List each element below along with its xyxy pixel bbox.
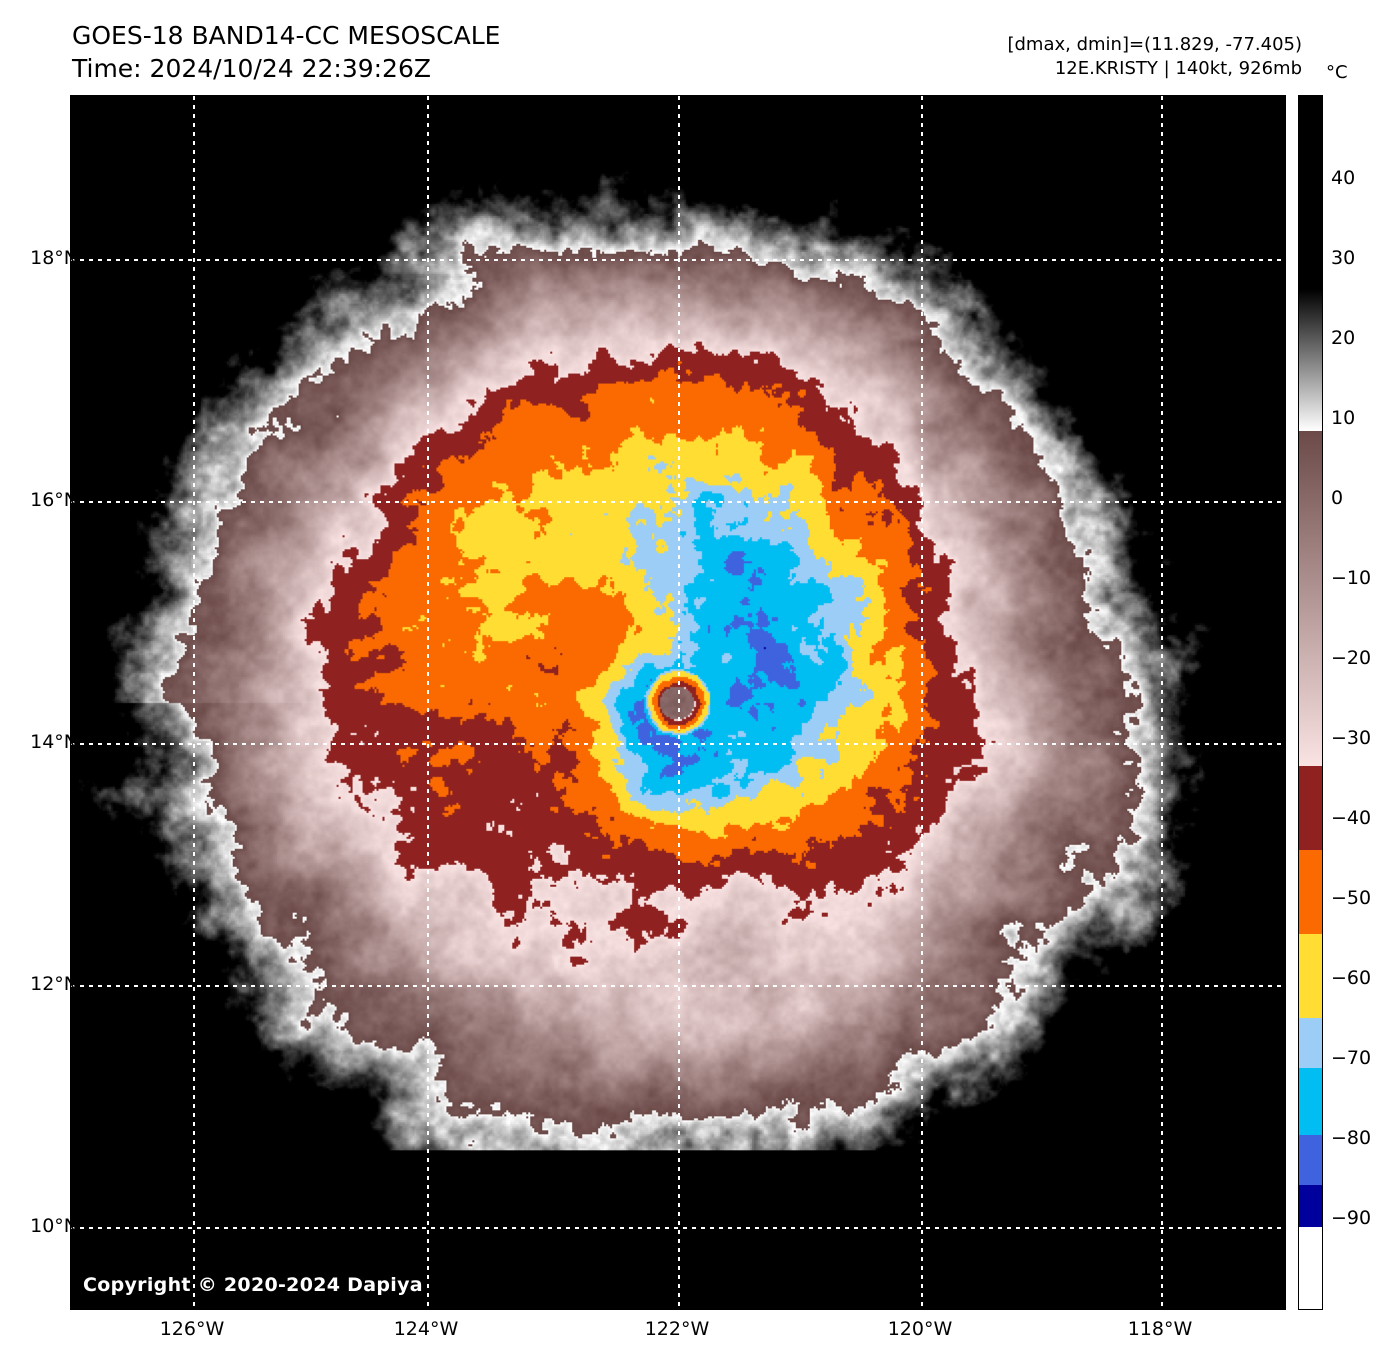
time-label: Time: 2024/10/24 22:39:26Z [72,53,431,83]
dmax-dmin-label: [dmax, dmin]=(11.829, -77.405) [1007,34,1302,55]
colorbar-tick-label-2: 20 [1331,327,1356,349]
colorbar-tick-label-12: −80 [1331,1127,1372,1149]
title-block: GOES-18 BAND14-CC MESOSCALE Time: 2024/1… [72,20,500,85]
colorbar-segment-0 [1299,96,1322,289]
gridline-horizontal-2 [71,743,1285,745]
colorbar-tick-label-8: −40 [1331,807,1372,829]
copyright-label: Copyright © 2020-2024 Dapiya [83,1274,423,1296]
colorbar-segment-8 [1299,1135,1322,1186]
gridline-horizontal-1 [71,501,1285,503]
y-tick-label-2: 14°N [30,731,78,753]
y-tick-label-1: 16°N [30,489,78,511]
colorbar-tick-label-13: −90 [1331,1207,1372,1229]
gridline-vertical-4 [1161,96,1163,1309]
satellite-image-plot[interactable]: Copyright © 2020-2024 Dapiya [70,95,1286,1310]
colorbar-tick-label-11: −70 [1331,1047,1372,1069]
colorbar-segment-7 [1299,1068,1322,1136]
metadata-block: [dmax, dmin]=(11.829, -77.405) 12E.KRIST… [1007,33,1302,82]
colorbar-tick-label-4: 0 [1331,487,1344,509]
gridline-layer [71,96,1285,1309]
colorbar-tick-label-6: −20 [1331,647,1372,669]
colorbar-segment-6 [1299,1017,1322,1068]
gridline-horizontal-3 [71,985,1285,987]
page-title: GOES-18 BAND14-CC MESOSCALE [72,21,501,50]
colorbar-segment-3 [1299,766,1322,851]
gridline-horizontal-0 [71,259,1285,261]
colorbar-tick-label-7: −30 [1331,727,1372,749]
gridline-vertical-0 [193,96,195,1309]
colorbar-segment-2 [1299,431,1322,767]
colorbar-tick-label-0: 40 [1331,167,1356,189]
y-tick-label-0: 18°N [30,247,78,269]
colorbar-segment-10 [1299,1227,1322,1309]
colorbar-tick-label-9: −50 [1331,887,1372,909]
x-tick-label-1: 124°W [393,1318,459,1340]
gridline-vertical-3 [921,96,923,1309]
colorbar-unit-label: °C [1326,62,1348,83]
y-tick-label-3: 12°N [30,973,78,995]
x-tick-label-0: 126°W [159,1318,225,1340]
y-tick-label-4: 10°N [30,1215,78,1237]
colorbar-tick-label-10: −60 [1331,967,1372,989]
gridline-vertical-2 [678,96,680,1309]
colorbar-segment-9 [1299,1185,1322,1228]
colorbar-segment-1 [1299,288,1322,432]
x-tick-label-4: 118°W [1127,1318,1193,1340]
colorbar-tick-label-3: 10 [1331,407,1356,429]
x-tick-label-2: 122°W [644,1318,710,1340]
gridline-vertical-1 [427,96,429,1309]
colorbar-segment-4 [1299,850,1322,934]
colorbar-segment-5 [1299,933,1322,1018]
colorbar [1298,95,1323,1310]
storm-info-label: 12E.KRISTY | 140kt, 926mb [1054,58,1302,80]
colorbar-tick-label-1: 30 [1331,247,1356,269]
x-tick-label-3: 120°W [887,1318,953,1340]
colorbar-tick-label-5: −10 [1331,567,1372,589]
gridline-horizontal-4 [71,1227,1285,1229]
